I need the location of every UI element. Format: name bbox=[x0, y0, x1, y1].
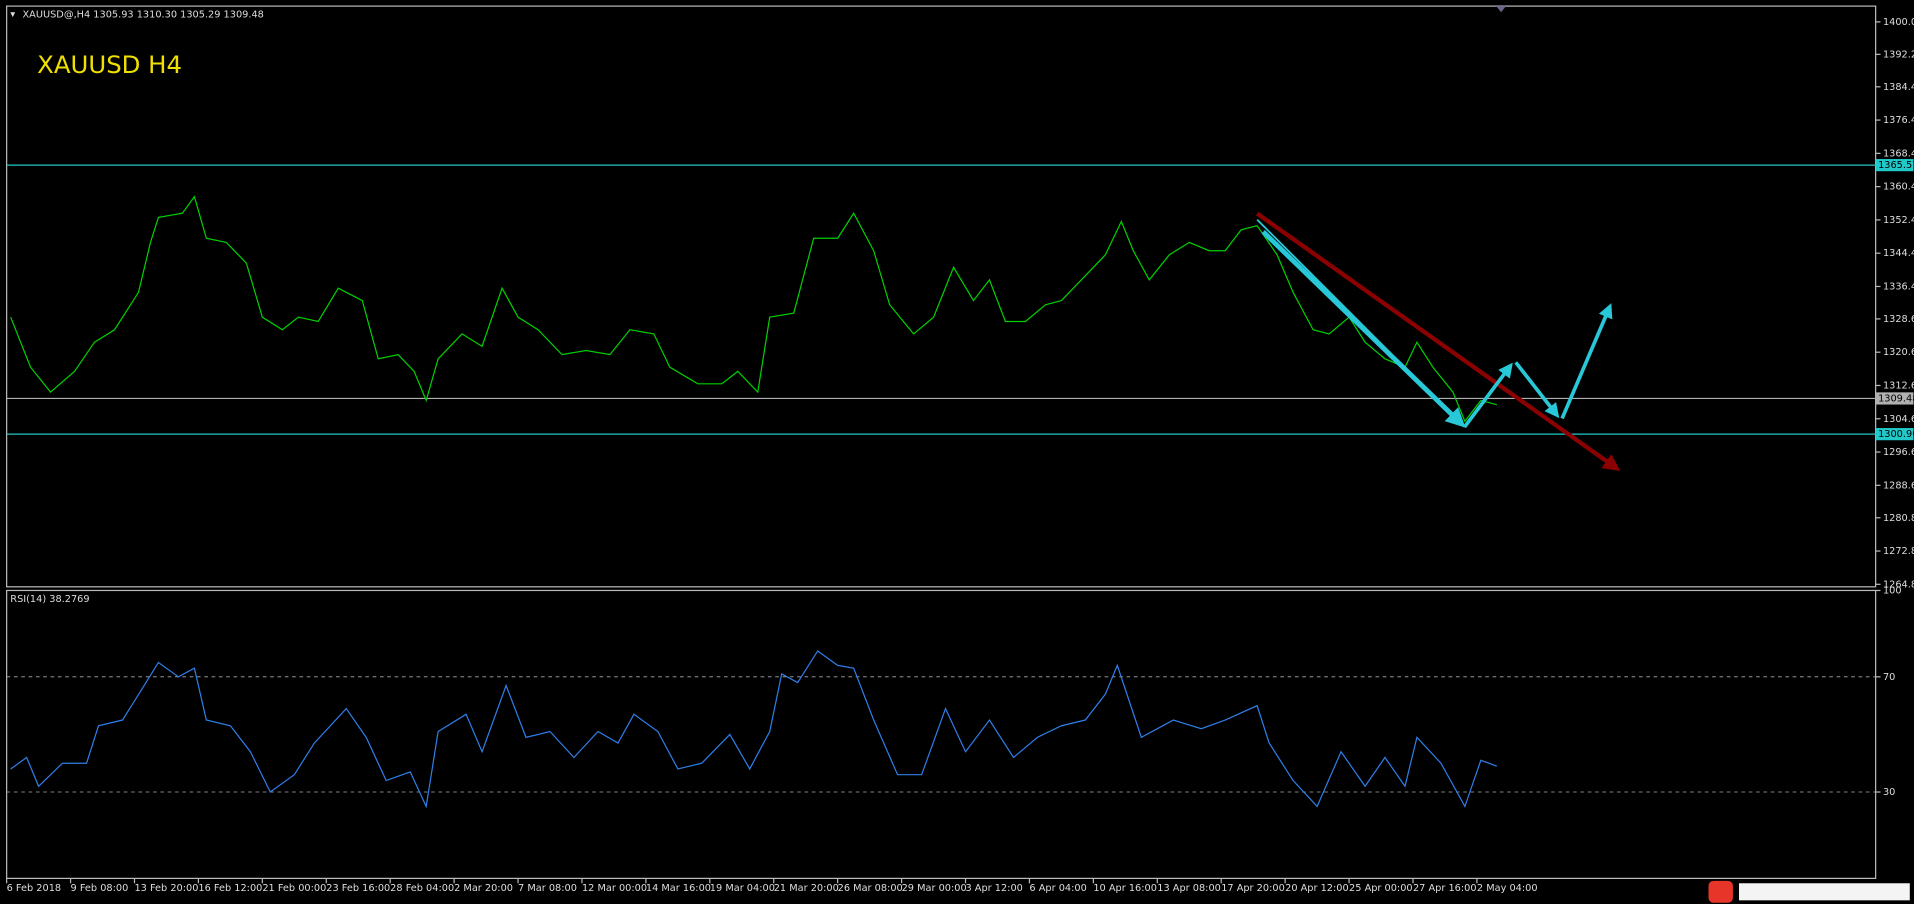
y-tick-label: 70 bbox=[1883, 672, 1895, 683]
y-tick-label: 1288.60 bbox=[1883, 480, 1914, 491]
x-tick-label: 3 Apr 12:00 bbox=[966, 883, 1023, 894]
x-tick-label: 26 Mar 08:00 bbox=[838, 883, 903, 894]
y-tick-label: 1280.80 bbox=[1883, 513, 1914, 524]
price-label-box bbox=[1875, 392, 1914, 405]
x-tick-label: 14 Mar 16:00 bbox=[646, 883, 711, 894]
y-tick-label: 1368.40 bbox=[1883, 148, 1914, 159]
x-tick-label: 13 Feb 20:00 bbox=[134, 883, 198, 894]
y-tick-label: 1344.40 bbox=[1883, 248, 1914, 259]
x-tick-label: 20 Apr 12:00 bbox=[1285, 883, 1349, 894]
rsi-panel bbox=[6, 589, 1877, 879]
y-tick-label: 1296.60 bbox=[1883, 447, 1914, 458]
x-tick-label: 6 Feb 2018 bbox=[7, 883, 61, 894]
ime-icon[interactable] bbox=[1708, 880, 1733, 903]
y-tick-label: 1384.40 bbox=[1883, 82, 1914, 93]
price-label: 1309.48 bbox=[1878, 393, 1914, 404]
x-tick-label: 10 Apr 16:00 bbox=[1093, 883, 1157, 894]
forecast-arrow bbox=[1463, 362, 1513, 429]
shift-marker[interactable] bbox=[1496, 6, 1506, 13]
forecast-arrow bbox=[1560, 303, 1613, 420]
chart-title: XAUUSD H4 bbox=[37, 50, 182, 79]
x-tick-label: 9 Feb 08:00 bbox=[71, 883, 129, 894]
price-label: 1365.57 bbox=[1878, 160, 1914, 171]
y-tick-label: 1320.60 bbox=[1883, 347, 1914, 358]
price-label: 1300.90 bbox=[1878, 429, 1914, 440]
x-tick-label: 13 Apr 08:00 bbox=[1157, 883, 1221, 894]
y-tick-label: 1352.40 bbox=[1883, 215, 1914, 226]
y-tick-label: 1304.60 bbox=[1883, 414, 1914, 425]
y-tick-label: 1392.20 bbox=[1883, 49, 1914, 60]
y-tick-label: 1336.40 bbox=[1883, 281, 1914, 292]
x-tick-label: 16 Feb 12:00 bbox=[198, 883, 262, 894]
forecast-arrow bbox=[1261, 230, 1466, 428]
tray-icons[interactable] bbox=[1739, 883, 1910, 901]
forecast-arrow bbox=[1514, 361, 1560, 419]
series-line bbox=[10, 650, 1498, 809]
y-tick-label: 100 bbox=[1883, 585, 1902, 596]
menu-arrow[interactable] bbox=[10, 12, 16, 18]
trend-arrow bbox=[1255, 211, 1621, 471]
x-tick-label: 21 Feb 00:00 bbox=[262, 883, 326, 894]
x-tick-label: 17 Apr 20:00 bbox=[1221, 883, 1285, 894]
x-tick-label: 23 Feb 16:00 bbox=[326, 883, 390, 894]
x-tick-label: 2 Mar 20:00 bbox=[454, 883, 513, 894]
x-tick-label: 12 Mar 00:00 bbox=[582, 883, 647, 894]
x-tick-label: 28 Feb 04:00 bbox=[390, 883, 454, 894]
y-tick-label: 1360.40 bbox=[1883, 182, 1914, 193]
y-tick-label: 1272.80 bbox=[1883, 546, 1914, 557]
y-tick-label: 1400.00 bbox=[1883, 17, 1914, 28]
y-tick-label: 1328.60 bbox=[1883, 314, 1914, 325]
y-tick-label: 30 bbox=[1883, 787, 1895, 798]
x-tick-label: 21 Mar 20:00 bbox=[774, 883, 839, 894]
price-panel bbox=[6, 5, 1877, 588]
x-tick-label: 6 Apr 04:00 bbox=[1029, 883, 1086, 894]
series-line bbox=[10, 195, 1497, 423]
y-tick-label: 1376.40 bbox=[1883, 115, 1914, 126]
symbol-header: XAUUSD@,H4 1305.93 1310.30 1305.29 1309.… bbox=[23, 10, 264, 21]
x-tick-label: 25 Apr 00:00 bbox=[1349, 883, 1413, 894]
y-tick-label: 1264.80 bbox=[1883, 579, 1914, 590]
x-tick-label: 29 Mar 00:00 bbox=[902, 883, 967, 894]
x-tick-label: 7 Mar 08:00 bbox=[518, 883, 577, 894]
y-tick-label: 1312.60 bbox=[1883, 380, 1914, 391]
x-tick-label: 2 May 04:00 bbox=[1477, 883, 1538, 894]
x-tick-label: 19 Mar 04:00 bbox=[710, 883, 775, 894]
x-tick-label: 27 Apr 16:00 bbox=[1413, 883, 1477, 894]
rsi-title: RSI(14) 38.2769 bbox=[10, 594, 89, 605]
price-label-box bbox=[1875, 159, 1914, 172]
price-label-box bbox=[1875, 428, 1914, 441]
